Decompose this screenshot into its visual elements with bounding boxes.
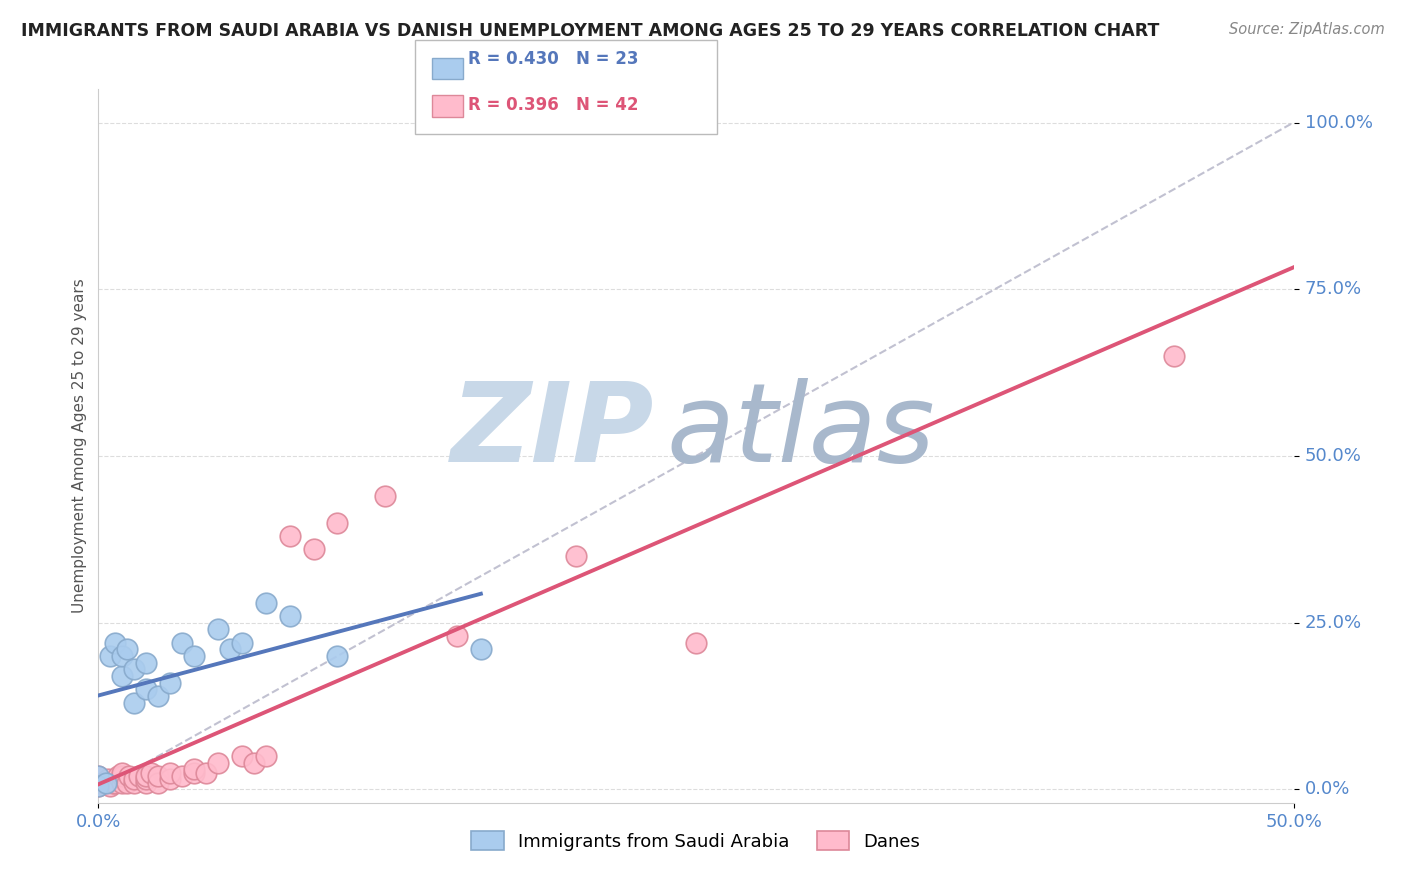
Point bbox=[124, 776, 146, 790]
Point bbox=[111, 649, 134, 664]
Point bbox=[685, 636, 707, 650]
Legend: Immigrants from Saudi Arabia, Danes: Immigrants from Saudi Arabia, Danes bbox=[464, 824, 928, 858]
Point bbox=[91, 776, 114, 790]
Point bbox=[326, 649, 349, 664]
Text: 0.0%: 0.0% bbox=[1305, 780, 1350, 798]
Point bbox=[254, 596, 277, 610]
Point bbox=[87, 776, 110, 790]
Point bbox=[278, 529, 301, 543]
Point bbox=[183, 763, 205, 777]
Point bbox=[87, 769, 110, 783]
Point bbox=[159, 765, 181, 780]
Point bbox=[302, 542, 325, 557]
Point bbox=[172, 636, 194, 650]
Point bbox=[159, 772, 181, 787]
Point bbox=[139, 765, 162, 780]
Point bbox=[254, 749, 277, 764]
Point bbox=[104, 776, 127, 790]
Point bbox=[107, 769, 129, 783]
Point bbox=[148, 689, 170, 703]
Point bbox=[124, 772, 146, 787]
Point bbox=[118, 769, 141, 783]
Point bbox=[243, 756, 266, 770]
Point bbox=[101, 776, 124, 790]
Point bbox=[470, 642, 492, 657]
Point bbox=[111, 669, 134, 683]
Point bbox=[111, 769, 134, 783]
Point bbox=[231, 749, 253, 764]
Point bbox=[124, 696, 146, 710]
Point bbox=[135, 682, 157, 697]
Text: 50.0%: 50.0% bbox=[1305, 447, 1361, 465]
Point bbox=[111, 776, 134, 790]
Text: R = 0.430   N = 23: R = 0.430 N = 23 bbox=[468, 50, 638, 68]
Point bbox=[219, 642, 242, 657]
Text: Source: ZipAtlas.com: Source: ZipAtlas.com bbox=[1229, 22, 1385, 37]
Point bbox=[135, 769, 157, 783]
Point bbox=[278, 609, 301, 624]
Text: 25.0%: 25.0% bbox=[1305, 614, 1362, 632]
Point bbox=[115, 776, 138, 790]
Point bbox=[195, 765, 218, 780]
Point bbox=[97, 772, 120, 787]
Y-axis label: Unemployment Among Ages 25 to 29 years: Unemployment Among Ages 25 to 29 years bbox=[72, 278, 87, 614]
Point bbox=[98, 779, 122, 793]
Text: IMMIGRANTS FROM SAUDI ARABIA VS DANISH UNEMPLOYMENT AMONG AGES 25 TO 29 YEARS CO: IMMIGRANTS FROM SAUDI ARABIA VS DANISH U… bbox=[21, 22, 1160, 40]
Point bbox=[111, 765, 134, 780]
Text: 100.0%: 100.0% bbox=[1305, 113, 1372, 131]
Point bbox=[104, 636, 127, 650]
Point bbox=[446, 629, 468, 643]
Point bbox=[183, 765, 205, 780]
Point bbox=[148, 776, 170, 790]
Point bbox=[87, 769, 110, 783]
Point bbox=[135, 772, 157, 787]
Point bbox=[565, 549, 588, 563]
Text: R = 0.396   N = 42: R = 0.396 N = 42 bbox=[468, 96, 638, 114]
Text: atlas: atlas bbox=[666, 378, 935, 485]
Point bbox=[374, 489, 396, 503]
Point bbox=[94, 776, 117, 790]
Point bbox=[135, 656, 157, 670]
Text: 75.0%: 75.0% bbox=[1305, 280, 1362, 298]
Point bbox=[87, 779, 110, 793]
Point bbox=[124, 662, 146, 676]
Point bbox=[326, 516, 349, 530]
Point bbox=[94, 776, 117, 790]
Point bbox=[159, 675, 181, 690]
Point bbox=[207, 623, 229, 637]
Point bbox=[207, 756, 229, 770]
Point bbox=[148, 769, 170, 783]
Point bbox=[87, 779, 110, 793]
Point bbox=[231, 636, 253, 650]
Text: ZIP: ZIP bbox=[451, 378, 654, 485]
Point bbox=[135, 776, 157, 790]
Point bbox=[115, 642, 138, 657]
Point bbox=[98, 649, 122, 664]
Point bbox=[183, 649, 205, 664]
Point bbox=[1163, 349, 1185, 363]
Point bbox=[128, 769, 150, 783]
Point bbox=[172, 769, 194, 783]
